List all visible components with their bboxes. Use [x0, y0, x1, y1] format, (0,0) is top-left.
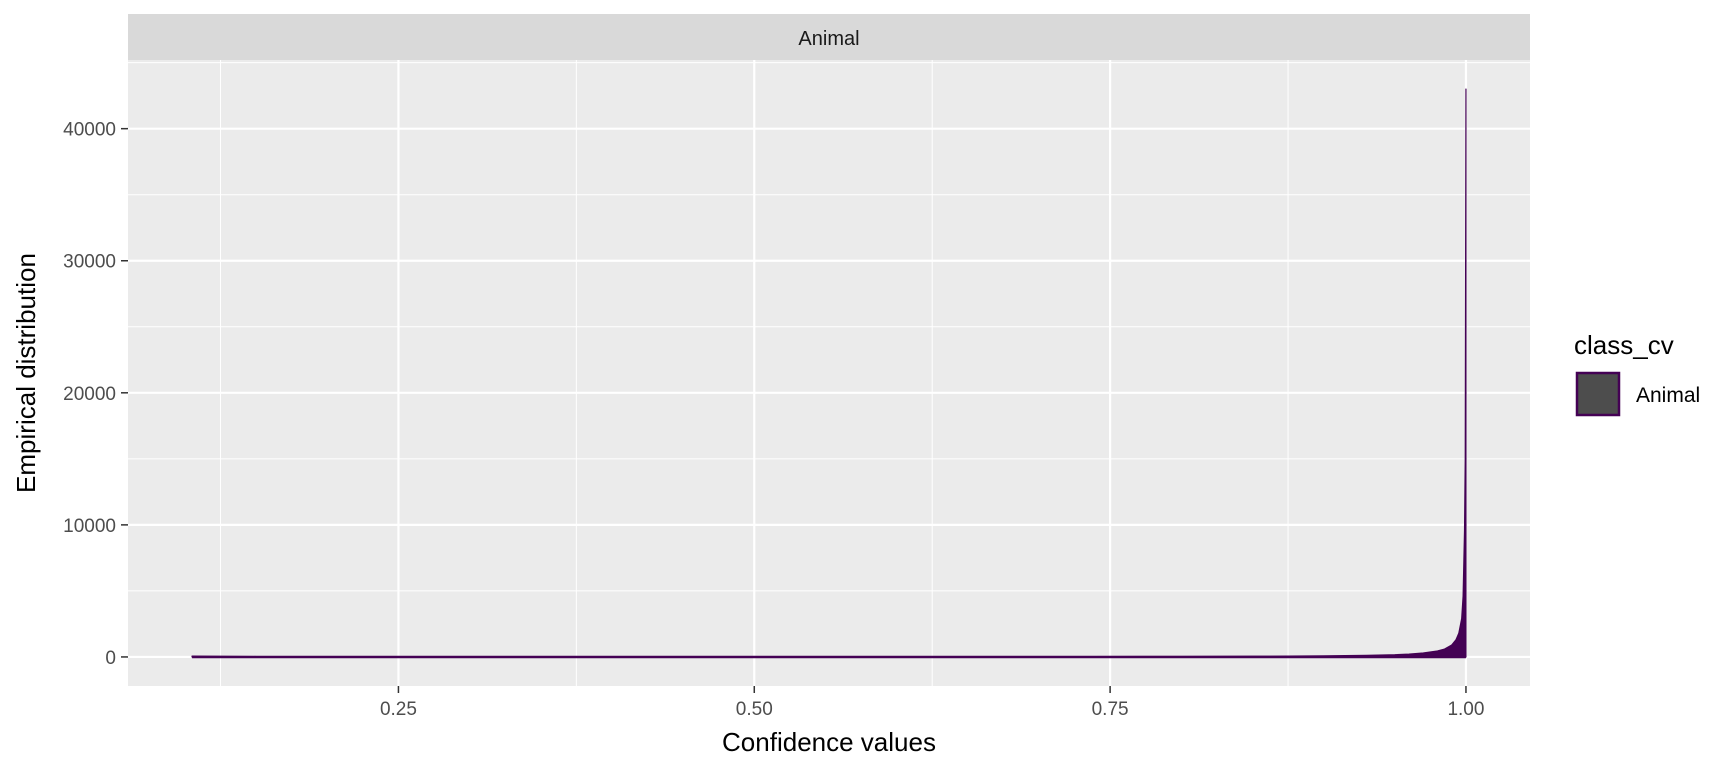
y-axis-title: Empirical distribution — [11, 253, 41, 493]
grid-minor — [128, 60, 1530, 686]
y-tick-label: 0 — [105, 648, 116, 669]
legend-label: Animal — [1636, 384, 1700, 407]
legend-title: class_cv — [1574, 330, 1674, 360]
x-tick-label: 0.50 — [736, 699, 773, 720]
y-tick-label: 10000 — [63, 516, 116, 537]
x-axis: 0.25 0.50 0.75 1.00 — [380, 686, 1484, 720]
x-tick-label: 1.00 — [1447, 699, 1484, 720]
facet-strip — [128, 14, 1530, 60]
legend-key — [1575, 371, 1621, 417]
x-tick-label: 0.75 — [1092, 699, 1129, 720]
x-axis-title: Confidence values — [722, 727, 936, 757]
y-tick-label: 40000 — [63, 120, 116, 141]
y-axis: 0 10000 20000 30000 40000 — [63, 120, 128, 669]
x-tick-label: 0.25 — [380, 699, 417, 720]
series-layer — [191, 88, 1467, 659]
y-tick-label: 30000 — [63, 252, 116, 273]
y-tick-label: 20000 — [63, 384, 116, 405]
plot-background — [128, 60, 1530, 686]
facet-strip-label: Animal — [798, 28, 859, 50]
legend: class_cv Animal — [1574, 330, 1700, 417]
